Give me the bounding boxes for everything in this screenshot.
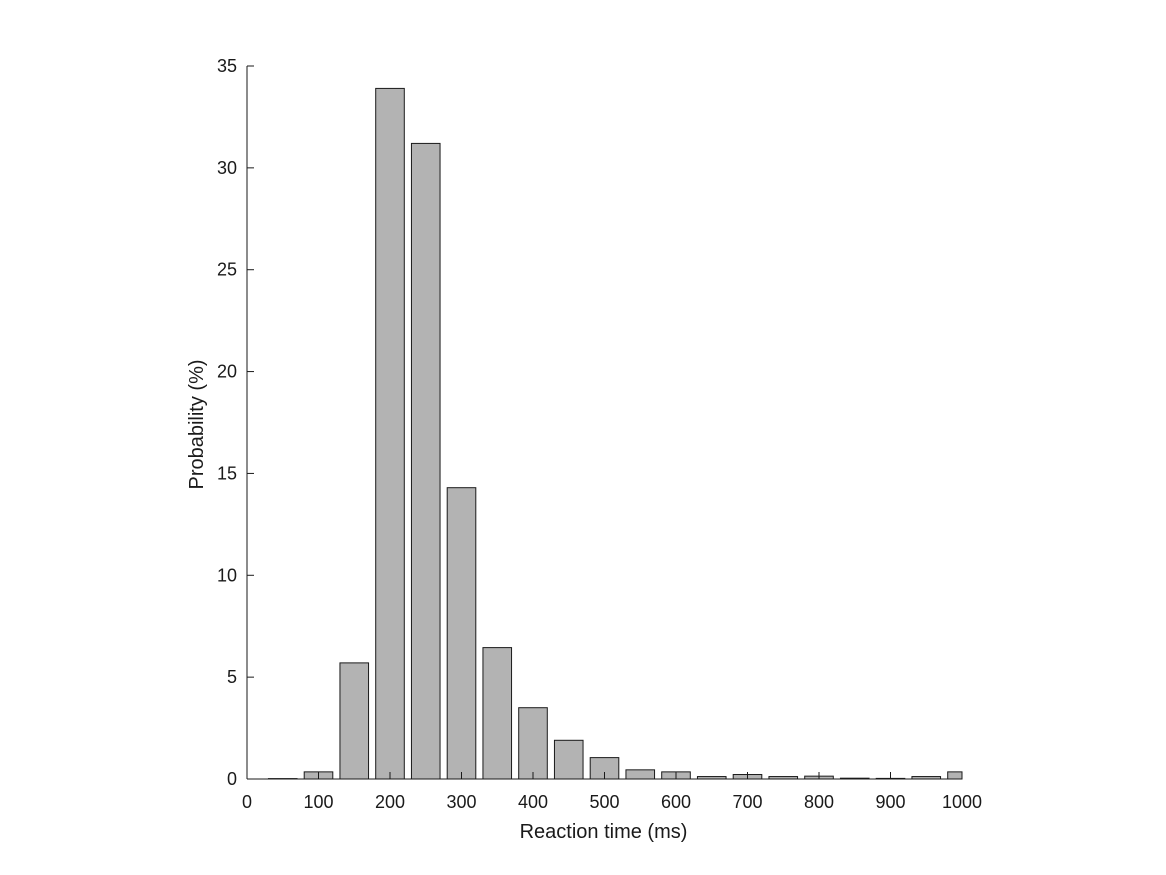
x-tick-label: 300 bbox=[446, 792, 476, 812]
y-tick-label: 10 bbox=[217, 565, 237, 585]
histogram-bar bbox=[518, 707, 548, 780]
bars-group bbox=[267, 87, 963, 780]
histogram-bar bbox=[625, 769, 656, 780]
y-tick-label: 5 bbox=[227, 667, 237, 687]
x-tick-label: 100 bbox=[303, 792, 333, 812]
histogram-bar bbox=[410, 142, 441, 780]
histogram-bar bbox=[947, 771, 963, 780]
x-tick-label: 200 bbox=[375, 792, 405, 812]
x-tick-label: 400 bbox=[518, 792, 548, 812]
x-ticks-group: 0 100 200 300 400 500 600 700 800 900 1000 bbox=[242, 772, 982, 812]
x-tick-label: 600 bbox=[661, 792, 691, 812]
x-tick-label: 500 bbox=[589, 792, 619, 812]
histogram-bar bbox=[375, 87, 405, 780]
x-axis-label: Reaction time (ms) bbox=[520, 821, 688, 843]
y-tick-label: 25 bbox=[217, 260, 237, 280]
histogram-bar bbox=[553, 739, 584, 780]
histogram-bar bbox=[339, 662, 370, 780]
y-ticks-group: 0 5 10 15 20 25 30 35 bbox=[217, 56, 254, 789]
x-tick-label: 700 bbox=[732, 792, 762, 812]
histogram-bar bbox=[446, 487, 477, 780]
histogram-bar bbox=[482, 647, 513, 780]
y-tick-label: 0 bbox=[227, 769, 237, 789]
x-tick-label: 0 bbox=[242, 792, 252, 812]
y-tick-label: 30 bbox=[217, 158, 237, 178]
x-tick-label: 900 bbox=[875, 792, 905, 812]
y-tick-label: 35 bbox=[217, 56, 237, 76]
y-tick-label: 15 bbox=[217, 463, 237, 483]
x-tick-label: 1000 bbox=[942, 792, 982, 812]
y-tick-label: 20 bbox=[217, 362, 237, 382]
y-axis-label: Probability (%) bbox=[186, 359, 208, 489]
x-tick-label: 800 bbox=[804, 792, 834, 812]
